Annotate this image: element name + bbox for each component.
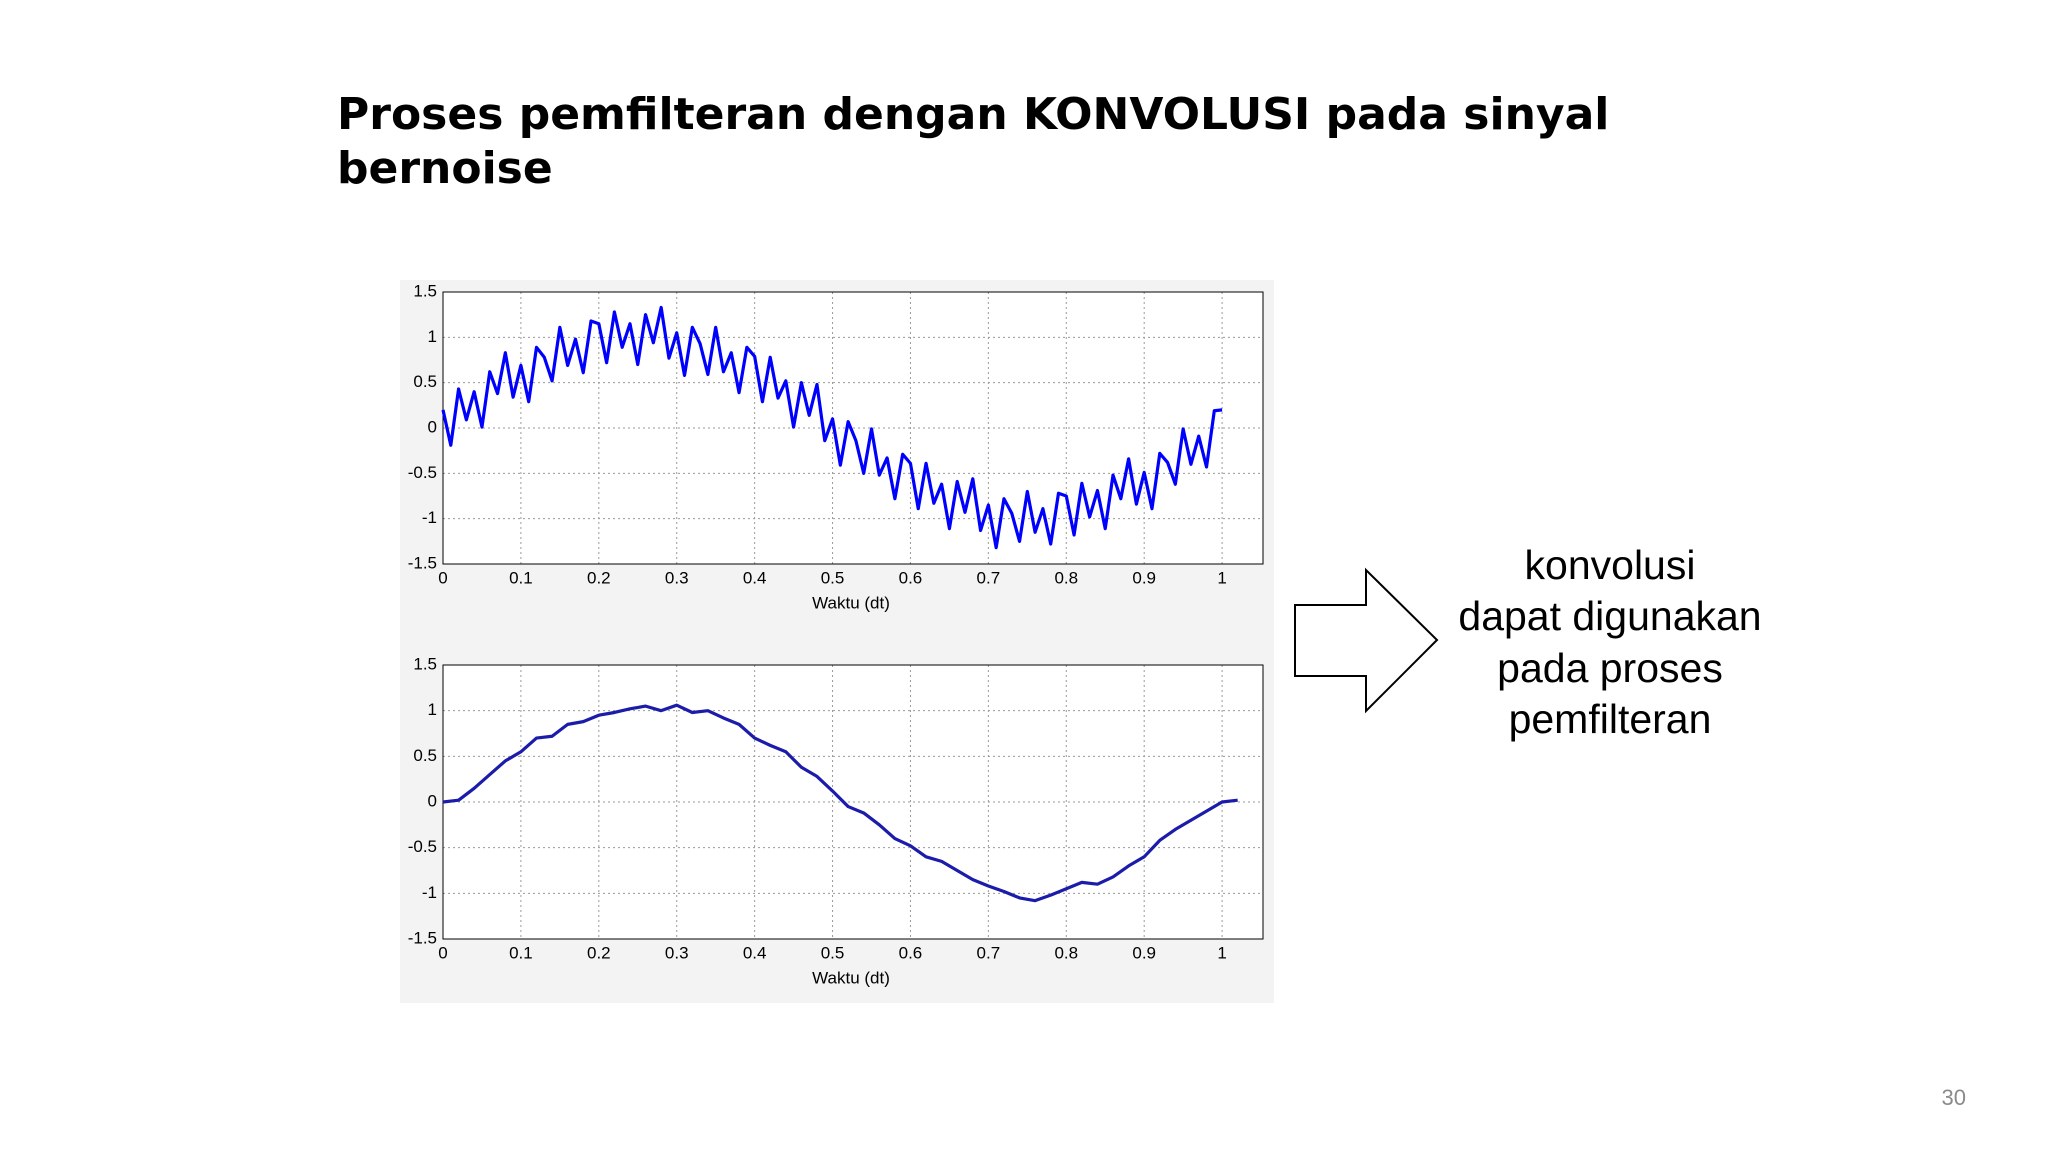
signal-line bbox=[442, 703, 1238, 903]
note-line: pada proses bbox=[1497, 645, 1723, 691]
x-tick-label: 0.8 bbox=[1054, 943, 1078, 962]
note-line: dapat digunakan bbox=[1458, 593, 1761, 639]
x-tick-label: 0.2 bbox=[587, 568, 611, 587]
x-tick-label: 0.3 bbox=[665, 568, 689, 587]
y-tick-label: 1.5 bbox=[413, 654, 437, 673]
x-tick-label: 0.5 bbox=[821, 568, 845, 587]
y-tick-label: 1.5 bbox=[413, 281, 437, 300]
y-tick-label: 0 bbox=[428, 417, 437, 436]
y-tick-label: -1.5 bbox=[408, 928, 437, 947]
note-line: konvolusi bbox=[1525, 542, 1696, 588]
y-tick-label: -0.5 bbox=[408, 463, 437, 482]
x-axis-label: Waktu (dt) bbox=[812, 968, 890, 987]
x-tick-label: 0.4 bbox=[743, 568, 767, 587]
x-axis-label: Waktu (dt) bbox=[812, 593, 890, 612]
x-tick-label: 0.9 bbox=[1132, 943, 1156, 962]
page-number: 30 bbox=[1942, 1085, 1966, 1110]
y-tick-label: 1 bbox=[428, 700, 437, 719]
x-tick-label: 0.3 bbox=[665, 943, 689, 962]
x-tick-label: 0.5 bbox=[821, 943, 845, 962]
y-tick-label: 0.5 bbox=[413, 746, 437, 765]
x-tick-label: 0.7 bbox=[977, 568, 1001, 587]
y-tick-label: -1 bbox=[422, 508, 437, 527]
x-tick-label: 0.8 bbox=[1054, 568, 1078, 587]
y-tick-label: -0.5 bbox=[408, 837, 437, 856]
x-tick-label: 0 bbox=[438, 943, 447, 962]
y-tick-label: -1 bbox=[422, 883, 437, 902]
slide-title: Proses pemfilteran dengan KONVOLUSI pada… bbox=[337, 89, 1610, 194]
x-tick-label: 1 bbox=[1217, 943, 1226, 962]
y-tick-label: 0.5 bbox=[413, 372, 437, 391]
x-tick-label: 0 bbox=[438, 568, 447, 587]
x-tick-label: 0.4 bbox=[743, 943, 767, 962]
x-tick-label: 0.7 bbox=[977, 943, 1001, 962]
note-line: pemfilteran bbox=[1509, 696, 1712, 742]
x-tick-label: 0.6 bbox=[899, 943, 923, 962]
arrow bbox=[1294, 567, 1439, 714]
y-tick-label: 0 bbox=[428, 791, 437, 810]
signal-line bbox=[441, 305, 1223, 550]
y-tick-label: -1.5 bbox=[408, 553, 437, 572]
axes-frame bbox=[442, 291, 1264, 565]
x-tick-label: 0.1 bbox=[509, 568, 533, 587]
x-tick-label: 0.2 bbox=[587, 943, 611, 962]
x-tick-label: 0.9 bbox=[1132, 568, 1156, 587]
y-tick-label: 1 bbox=[428, 327, 437, 346]
x-tick-label: 0.6 bbox=[899, 568, 923, 587]
x-tick-label: 1 bbox=[1217, 568, 1226, 587]
x-tick-label: 0.1 bbox=[509, 943, 533, 962]
